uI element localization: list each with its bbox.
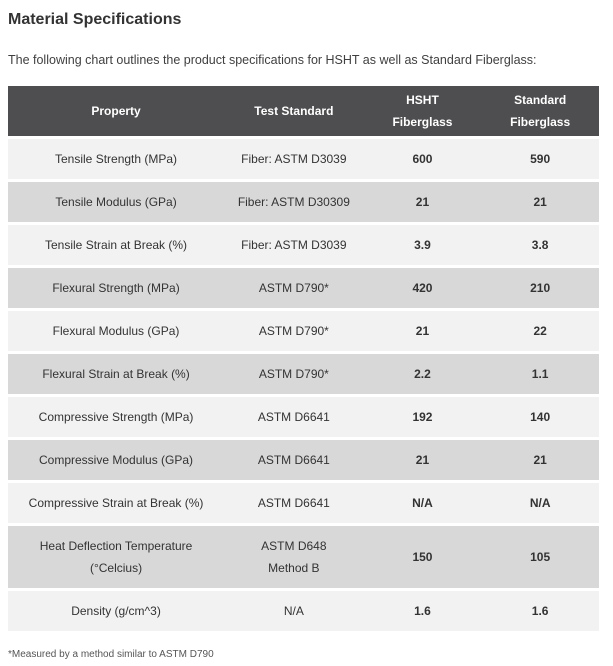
footnote: *Measured by a method similar to ASTM D7… xyxy=(8,649,214,660)
standard-value-cell: 590 xyxy=(481,137,599,182)
table-row: Compressive Strain at Break (%) ASTM D664… xyxy=(8,481,599,526)
property-cell: Tensile Strain at Break (%) xyxy=(8,223,225,268)
property-cell: Flexural Strength (MPa) xyxy=(8,266,225,311)
standard-value-cell: 21 xyxy=(481,180,599,225)
hsht-value-cell: N/A xyxy=(363,481,482,526)
test-standard-cell: Fiber: ASTM D3039 xyxy=(224,223,364,268)
test-standard-cell: Fiber: ASTM D3039 xyxy=(224,137,364,182)
page-title: Material Specifications xyxy=(8,11,182,28)
hsht-value-cell: 150 xyxy=(363,524,482,591)
table-row: Tensile Strength (MPa) Fiber: ASTM D3039 6… xyxy=(8,137,599,182)
table-row: Flexural Strength (MPa) ASTM D790* 420 210 xyxy=(8,266,599,311)
hsht-value-cell: 3.9 xyxy=(363,223,482,268)
test-standard-cell: ASTM D790* xyxy=(224,266,364,311)
property-cell: Density (g/cm^3) xyxy=(8,589,225,634)
property-cell: Heat Deflection Temperature (°Celcius) xyxy=(8,524,225,591)
standard-value-cell: 140 xyxy=(481,395,599,440)
property-cell: Compressive Strength (MPa) xyxy=(8,395,225,440)
standard-value-cell: 1.6 xyxy=(481,589,599,634)
property-cell: Flexural Modulus (GPa) xyxy=(8,309,225,354)
test-standard-cell: N/A xyxy=(224,589,364,634)
test-standard-cell: ASTM D648 Method B xyxy=(224,524,364,591)
hsht-value-cell: 192 xyxy=(363,395,482,440)
standard-value-cell: 3.8 xyxy=(481,223,599,268)
hsht-value-cell: 21 xyxy=(363,438,482,483)
column-header-3: Standard Fiberglass xyxy=(481,86,599,139)
standard-value-cell: 1.1 xyxy=(481,352,599,397)
table-row: Tensile Strain at Break (%) Fiber: ASTM D… xyxy=(8,223,599,268)
table-row: Flexural Modulus (GPa) ASTM D790* 21 22 xyxy=(8,309,599,354)
property-cell: Compressive Modulus (GPa) xyxy=(8,438,225,483)
standard-value-cell: 210 xyxy=(481,266,599,311)
hsht-value-cell: 1.6 xyxy=(363,589,482,634)
table-row: Density (g/cm^3) N/A 1.6 1.6 xyxy=(8,589,599,634)
standard-value-cell: 105 xyxy=(481,524,599,591)
table-header-row: Property Test Standard HSHT Fiberglass Stand… xyxy=(8,86,599,139)
test-standard-cell: ASTM D6641 xyxy=(224,481,364,526)
table-row: Heat Deflection Temperature (°Celcius) AST… xyxy=(8,524,599,591)
hsht-value-cell: 2.2 xyxy=(363,352,482,397)
standard-value-cell: N/A xyxy=(481,481,599,526)
standard-value-cell: 22 xyxy=(481,309,599,354)
column-header-0: Property xyxy=(8,86,225,139)
table-row: Compressive Modulus (GPa) ASTM D6641 21 21 xyxy=(8,438,599,483)
hsht-value-cell: 21 xyxy=(363,309,482,354)
table-row: Tensile Modulus (GPa) Fiber: ASTM D30309 2… xyxy=(8,180,599,225)
table-row: Flexural Strain at Break (%) ASTM D790* 2.… xyxy=(8,352,599,397)
property-cell: Tensile Modulus (GPa) xyxy=(8,180,225,225)
test-standard-cell: ASTM D6641 xyxy=(224,395,364,440)
property-cell: Tensile Strength (MPa) xyxy=(8,137,225,182)
hsht-value-cell: 420 xyxy=(363,266,482,311)
hsht-value-cell: 600 xyxy=(363,137,482,182)
column-header-2: HSHT Fiberglass xyxy=(363,86,482,139)
test-standard-cell: Fiber: ASTM D30309 xyxy=(224,180,364,225)
intro-text: The following chart outlines the product… xyxy=(8,53,537,67)
column-header-1: Test Standard xyxy=(224,86,364,139)
table-row: Compressive Strength (MPa) ASTM D6641 192 1… xyxy=(8,395,599,440)
test-standard-cell: ASTM D6641 xyxy=(224,438,364,483)
test-standard-cell: ASTM D790* xyxy=(224,352,364,397)
test-standard-cell: ASTM D790* xyxy=(224,309,364,354)
table-body: Tensile Strength (MPa) Fiber: ASTM D3039 6… xyxy=(8,137,599,634)
specs-table: Property Test Standard HSHT Fiberglass Stand… xyxy=(8,86,599,634)
property-cell: Flexural Strain at Break (%) xyxy=(8,352,225,397)
standard-value-cell: 21 xyxy=(481,438,599,483)
property-cell: Compressive Strain at Break (%) xyxy=(8,481,225,526)
hsht-value-cell: 21 xyxy=(363,180,482,225)
